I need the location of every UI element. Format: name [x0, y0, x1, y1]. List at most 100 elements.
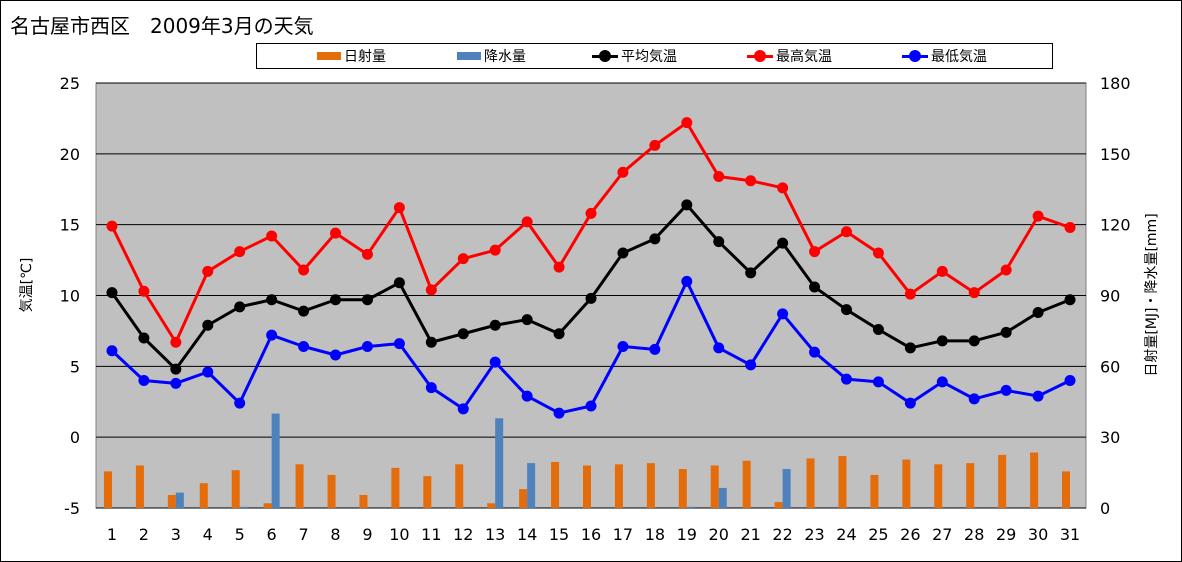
legend-item-precip: 降水量: [457, 44, 526, 68]
bar: [519, 489, 528, 508]
bar: [686, 506, 695, 508]
data-point: [266, 294, 278, 306]
x-tick: 17: [613, 525, 633, 544]
chart-title: 名古屋市西区 2009年3月の天気: [10, 14, 314, 38]
data-point: [170, 363, 182, 375]
data-point: [1032, 307, 1044, 318]
legend-item-max: 最高気温: [747, 44, 832, 68]
x-tick: 3: [171, 525, 181, 544]
data-point: [585, 292, 597, 304]
series-max-temp: [106, 117, 1076, 348]
y-tick-right: 90: [1100, 287, 1120, 306]
x-tick: 22: [772, 525, 792, 544]
x-tick: 2: [139, 525, 149, 544]
data-point: [713, 171, 725, 182]
bar: [902, 459, 911, 508]
bar: [135, 465, 144, 508]
bar: [271, 413, 280, 508]
bar: [239, 506, 248, 508]
data-point: [840, 226, 852, 238]
legend-label-min: 最低気温: [931, 49, 987, 65]
data-point: [936, 265, 948, 277]
data-point: [457, 328, 469, 340]
data-point: [936, 335, 948, 347]
data-point: [681, 117, 693, 129]
bar: [1062, 471, 1071, 508]
data-point: [361, 341, 373, 352]
data-point: [106, 287, 118, 299]
x-tick: 28: [964, 525, 984, 544]
data-point: [330, 227, 342, 239]
x-tick: 26: [900, 525, 920, 544]
bar: [782, 469, 791, 508]
x-tick: 19: [677, 525, 697, 544]
series-precip-bars: [175, 413, 791, 508]
data-point: [266, 230, 278, 242]
y-tick-left: -5: [64, 499, 80, 518]
bar: [103, 471, 112, 508]
y-tick-left: 0: [70, 428, 80, 447]
bar: [551, 461, 560, 508]
bar: [1030, 452, 1039, 508]
x-tick: 7: [298, 525, 308, 544]
bar: [231, 470, 240, 508]
x-tick: 13: [485, 525, 505, 544]
data-point: [361, 294, 373, 306]
data-point: [681, 275, 693, 287]
data-point: [521, 390, 533, 402]
data-point: [457, 403, 469, 415]
data-point: [1000, 326, 1012, 338]
data-point: [425, 284, 437, 296]
x-tick: 21: [740, 525, 760, 544]
bar: [934, 464, 943, 508]
y-tick-left: 20: [60, 145, 80, 164]
data-point: [713, 236, 725, 248]
bar: [167, 495, 176, 508]
bar: [263, 503, 272, 508]
bar: [646, 463, 655, 508]
legend-label-avg: 平均気温: [621, 49, 677, 65]
data-point: [457, 253, 469, 265]
data-point: [138, 285, 150, 297]
bar: [966, 463, 975, 508]
data-point: [425, 336, 437, 348]
legend-item-min: 最低気温: [902, 44, 987, 68]
bar: [423, 476, 432, 508]
data-point: [617, 341, 629, 352]
data-point: [234, 301, 246, 313]
data-point: [553, 407, 565, 419]
y-tick-left: 10: [60, 287, 80, 306]
data-point: [649, 343, 661, 355]
data-point: [489, 244, 501, 256]
data-point: [840, 373, 852, 385]
bar: [838, 456, 847, 508]
data-point: [777, 308, 789, 320]
data-point: [745, 175, 757, 187]
x-tick: 4: [203, 525, 213, 544]
data-point: [968, 287, 980, 299]
data-point: [170, 336, 182, 348]
x-tick: 6: [267, 525, 277, 544]
bar: [495, 418, 504, 508]
bar: [718, 487, 727, 508]
data-point: [840, 304, 852, 316]
data-point: [904, 397, 916, 409]
data-point: [393, 277, 405, 289]
data-point: [106, 220, 118, 232]
data-point: [1064, 294, 1076, 306]
data-point: [904, 342, 916, 354]
bar: [455, 464, 464, 508]
data-point: [521, 314, 533, 326]
bar: [327, 474, 336, 508]
data-point: [617, 166, 629, 178]
data-point: [234, 246, 246, 258]
legend-label-max: 最高気温: [776, 49, 832, 65]
data-point: [138, 375, 150, 386]
data-point: [489, 356, 501, 368]
series-min-temp: [106, 275, 1076, 419]
data-point: [649, 233, 661, 245]
y-axis-label-left: 気温[℃]: [19, 257, 35, 313]
x-tick: 11: [421, 525, 441, 544]
data-point: [489, 319, 501, 331]
